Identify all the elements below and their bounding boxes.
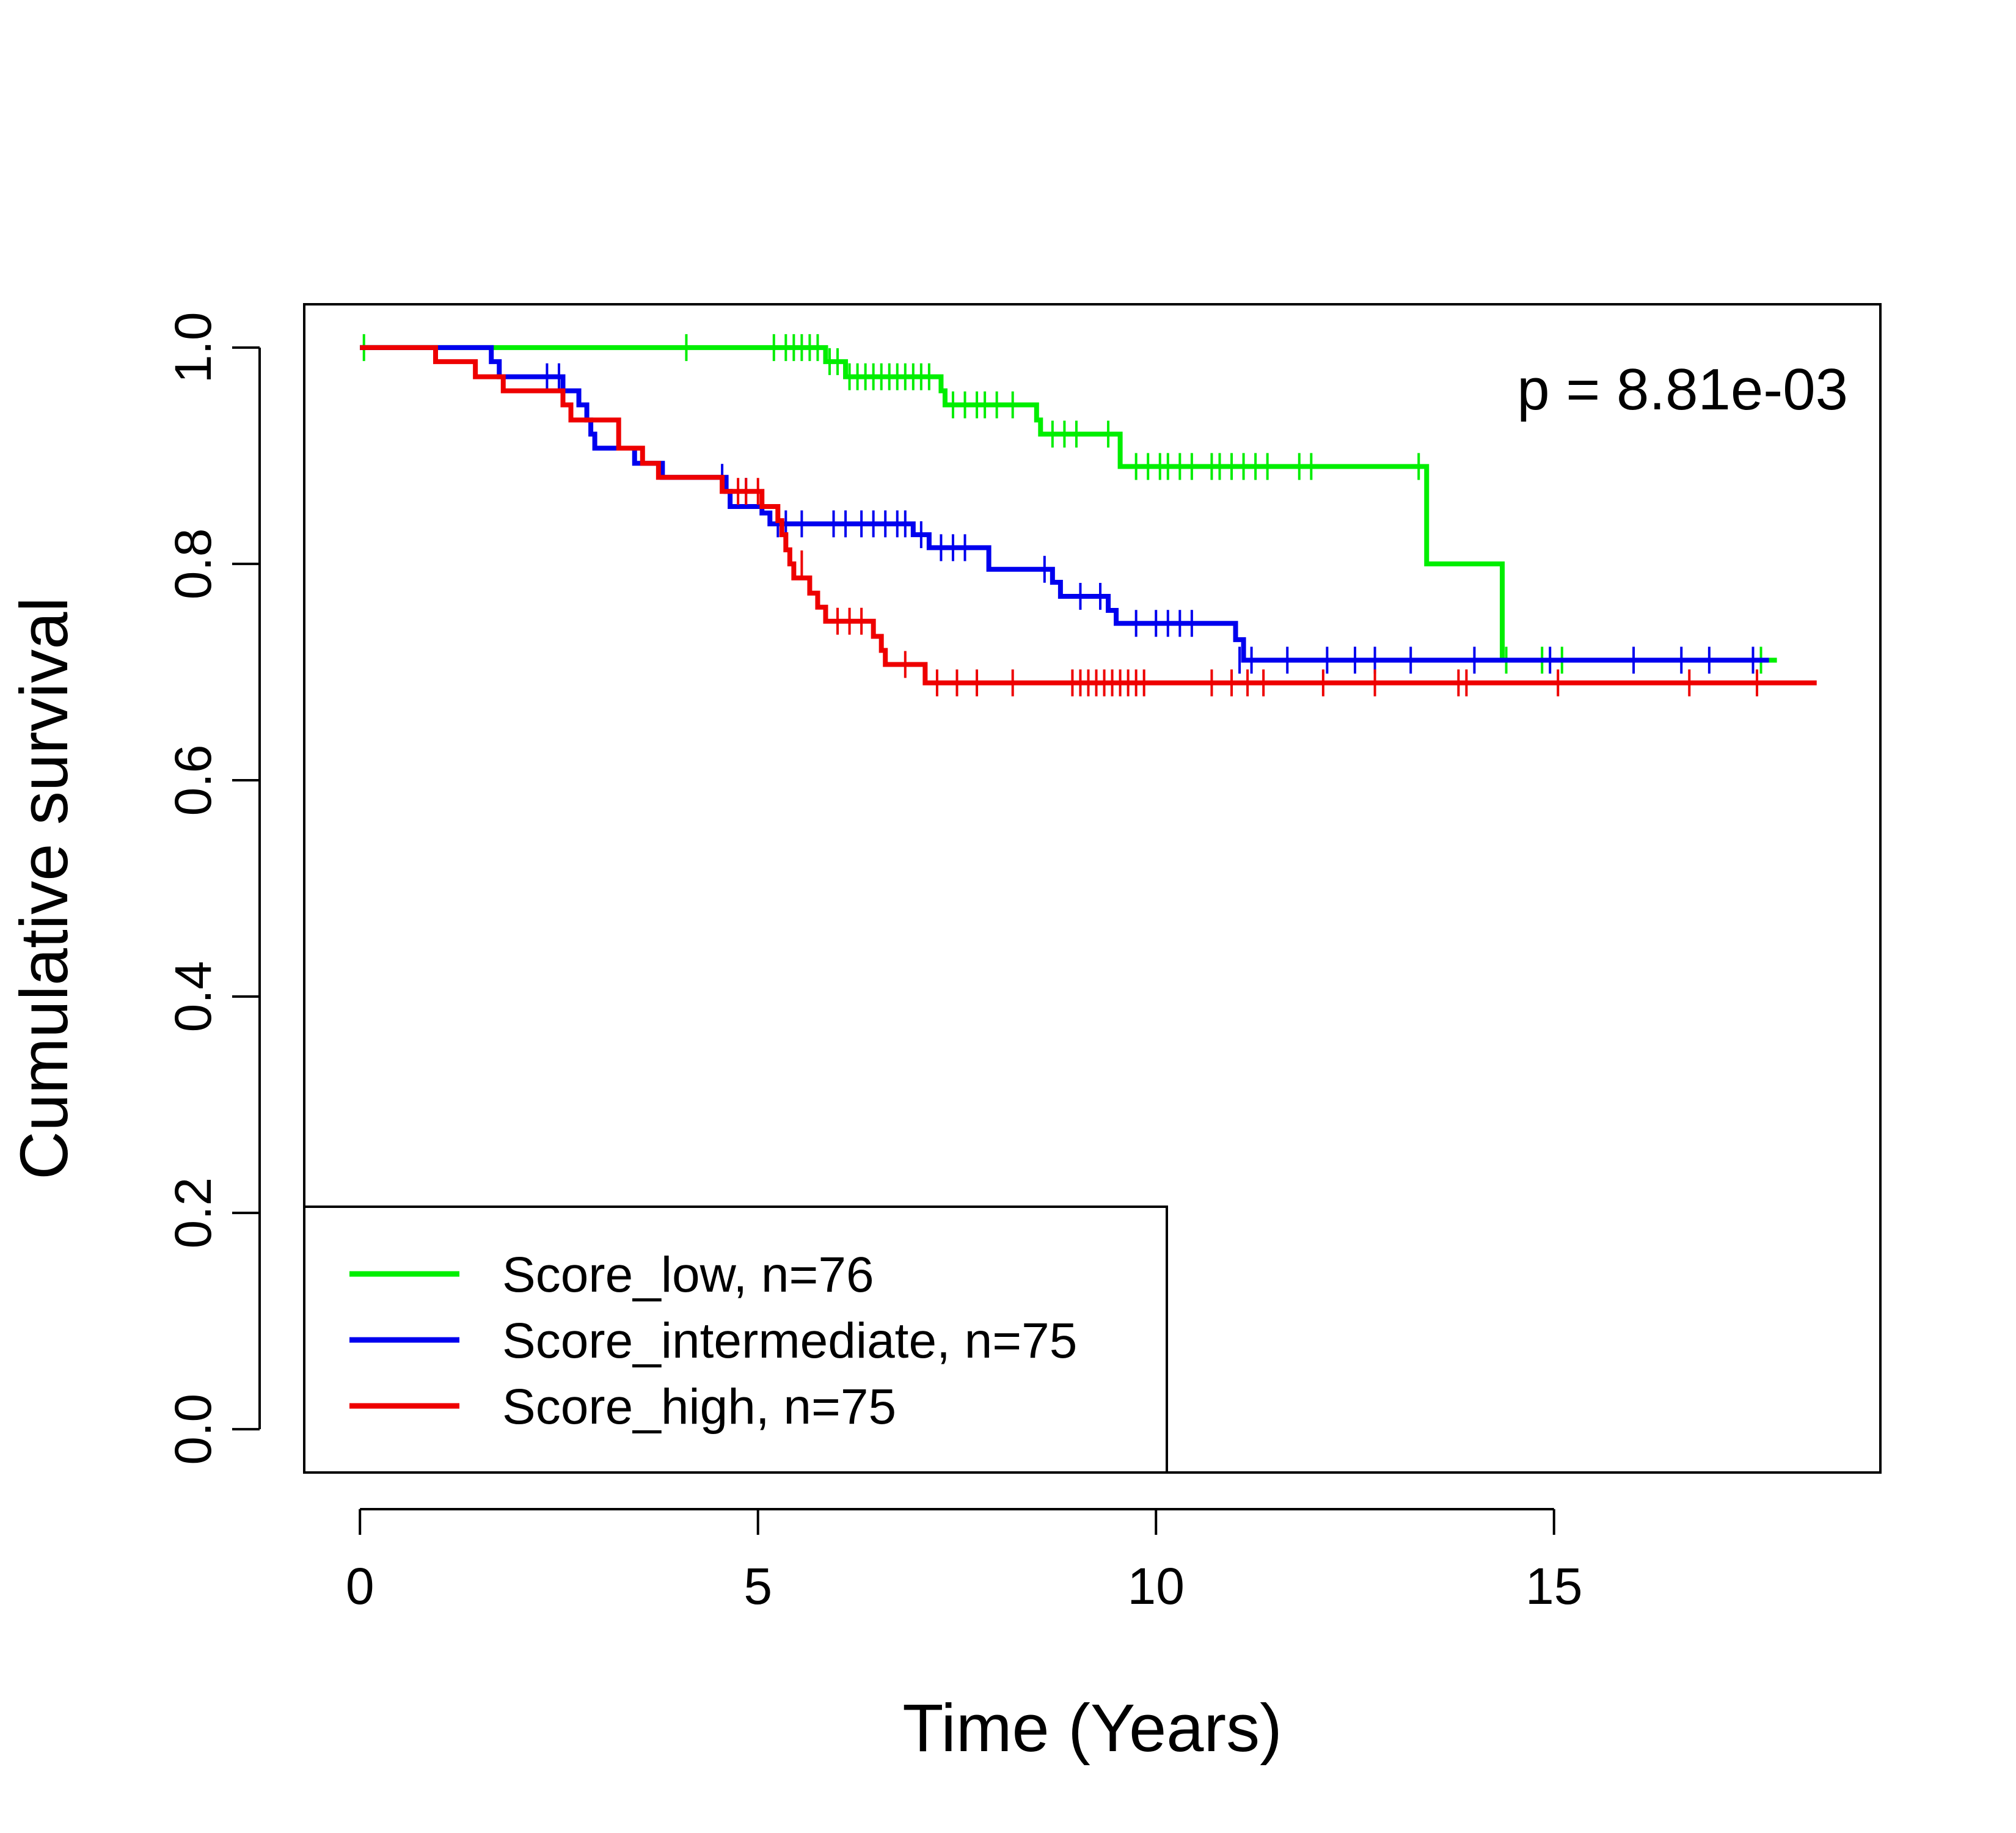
x-axis: 0 5 10 15 <box>346 1508 1582 1615</box>
y-axis-title: Cumulative survival <box>7 597 82 1180</box>
survival-line <box>360 345 1817 686</box>
legend: Score_low, n=76 Score_intermediate, n=75 S… <box>303 1206 1168 1474</box>
y-tick-label: 0.2 <box>164 1177 222 1249</box>
series-2 <box>360 345 1769 674</box>
survival-line <box>360 345 1769 663</box>
survival-line <box>360 345 1777 663</box>
x-axis-title: Time (Years) <box>902 1691 1282 1766</box>
series-1 <box>360 334 1777 674</box>
series-3 <box>360 345 1817 697</box>
y-tick-label: 0.4 <box>164 961 222 1033</box>
x-tick-label: 15 <box>1525 1557 1582 1615</box>
y-tick-label: 0.8 <box>164 528 222 599</box>
x-tick-label: 10 <box>1128 1557 1185 1615</box>
y-tick-label: 0.6 <box>164 745 222 816</box>
y-tick-label: 1.0 <box>164 312 222 383</box>
x-tick-label: 5 <box>743 1557 772 1615</box>
legend-label: Score_high, n=75 <box>502 1379 896 1435</box>
y-axis: 0.0 0.2 0.4 0.6 0.8 1.0 <box>164 312 261 1465</box>
y-tick-label: 0.0 <box>164 1394 222 1465</box>
legend-label: Score_intermediate, n=75 <box>502 1313 1077 1369</box>
legend-label: Score_low, n=76 <box>502 1247 874 1303</box>
survival-curves <box>360 334 1817 697</box>
x-tick-label: 0 <box>346 1557 374 1615</box>
p-value-annotation: p = 8.81e-03 <box>1517 357 1848 422</box>
legend-box <box>303 1206 1168 1474</box>
